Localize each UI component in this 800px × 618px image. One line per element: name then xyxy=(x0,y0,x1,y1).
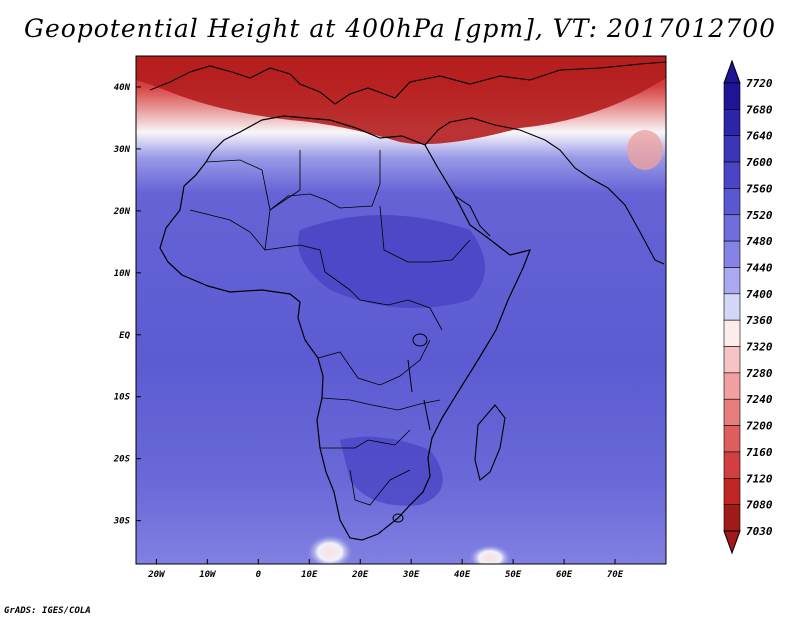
colorbar-label: 7640 xyxy=(746,130,773,143)
x-tick-label: 30E xyxy=(402,570,420,580)
africa-coastline xyxy=(159,115,531,541)
colorbar-swatch xyxy=(723,346,741,374)
grads-credit: GrADS: IGES/COLA xyxy=(4,606,91,616)
colorbar-label: 7360 xyxy=(746,314,773,327)
colorbar-swatch xyxy=(723,372,741,400)
x-tick-label: 20W xyxy=(147,570,166,580)
colorbar-swatch xyxy=(723,161,741,189)
colorbar-swatch xyxy=(723,504,741,532)
colorbar-label: 7480 xyxy=(746,235,773,248)
colorbar-label: 7520 xyxy=(746,209,773,222)
y-tick-label: 20N xyxy=(113,207,131,217)
longitude-axis: 20W 10W 0 10E 20E 30E 40E 50E 60E 70E xyxy=(147,559,624,580)
y-tick-label: 40N xyxy=(114,83,131,93)
colorbar-label: 7030 xyxy=(746,525,773,538)
colorbar-bottom-arrow xyxy=(723,530,741,555)
arabian-warm-spot xyxy=(627,130,663,170)
colorbar-label: 7160 xyxy=(746,446,773,459)
colorbar-label: 7120 xyxy=(746,472,773,485)
colorbar-swatch xyxy=(723,109,741,137)
colorbar-swatch xyxy=(723,82,741,110)
lakes xyxy=(392,333,431,523)
y-tick-label: EQ xyxy=(119,331,130,341)
colorbar-label: 7320 xyxy=(746,341,773,354)
x-tick-label: 40E xyxy=(454,570,471,580)
map-title: Geopotential Height at 400hPa [gpm], VT:… xyxy=(23,14,777,43)
colorbar-label: 7720 xyxy=(746,77,773,90)
colorbar-swatch xyxy=(723,477,741,505)
tropical-high-region xyxy=(298,215,485,308)
colorbar-label: 7600 xyxy=(746,156,773,169)
y-tick-label: 30N xyxy=(113,145,131,155)
colorbar-swatch xyxy=(723,267,741,295)
x-tick-label: 20E xyxy=(351,570,369,580)
madagascar-coastline xyxy=(474,404,506,481)
y-tick-label: 20S xyxy=(113,455,131,465)
country-borders xyxy=(189,150,471,506)
colorbar-swatch xyxy=(723,188,741,216)
latitude-axis: 40N 30N 20N 10N EQ 10S 20S 30S xyxy=(113,83,141,527)
colorbar-label: 7080 xyxy=(746,499,773,512)
colorbar-swatch xyxy=(723,398,741,426)
colorbar-label: 7560 xyxy=(746,182,773,195)
colorbar-swatch xyxy=(723,240,741,268)
europe-coastline xyxy=(149,61,666,105)
y-tick-label: 30S xyxy=(113,517,131,527)
colorbar-label: 7400 xyxy=(746,288,773,301)
colorbar-swatch xyxy=(723,293,741,321)
colorbar-label: 7240 xyxy=(746,393,773,406)
southern-trough-east xyxy=(468,544,512,564)
colorbar-swatch xyxy=(723,319,741,347)
y-tick-label: 10S xyxy=(114,393,131,403)
x-tick-label: 0 xyxy=(256,570,262,580)
colorbar-swatch xyxy=(723,214,741,242)
colorbar-swatch xyxy=(723,135,741,163)
colorbar-top-arrow xyxy=(723,59,741,84)
southern-trough-west xyxy=(306,534,354,564)
map-frame xyxy=(135,55,667,565)
map-field xyxy=(136,56,666,564)
colorbar-label: 7200 xyxy=(746,420,773,433)
y-tick-label: 10N xyxy=(114,269,131,279)
red-sea-coast xyxy=(454,195,491,237)
arabia-asia-coastline xyxy=(424,117,665,265)
colorbar-label: 7280 xyxy=(746,367,773,380)
colorbar-label: 7440 xyxy=(746,261,773,274)
x-tick-label: 50E xyxy=(505,570,522,580)
x-tick-label: 70E xyxy=(607,570,624,580)
x-tick-label: 10E xyxy=(301,570,318,580)
high-latitude-low-region xyxy=(136,56,666,145)
x-tick-label: 10W xyxy=(199,570,217,580)
x-tick-label: 60E xyxy=(556,570,573,580)
colorbar-label: 7680 xyxy=(746,103,773,116)
colorbar-swatch xyxy=(723,425,741,453)
southern-high-region xyxy=(340,436,443,506)
colorbar: 7720 7680 7640 7600 7560 7520 7480 7440 7400 7360… xyxy=(723,59,773,555)
colorbar-swatch xyxy=(723,451,741,479)
